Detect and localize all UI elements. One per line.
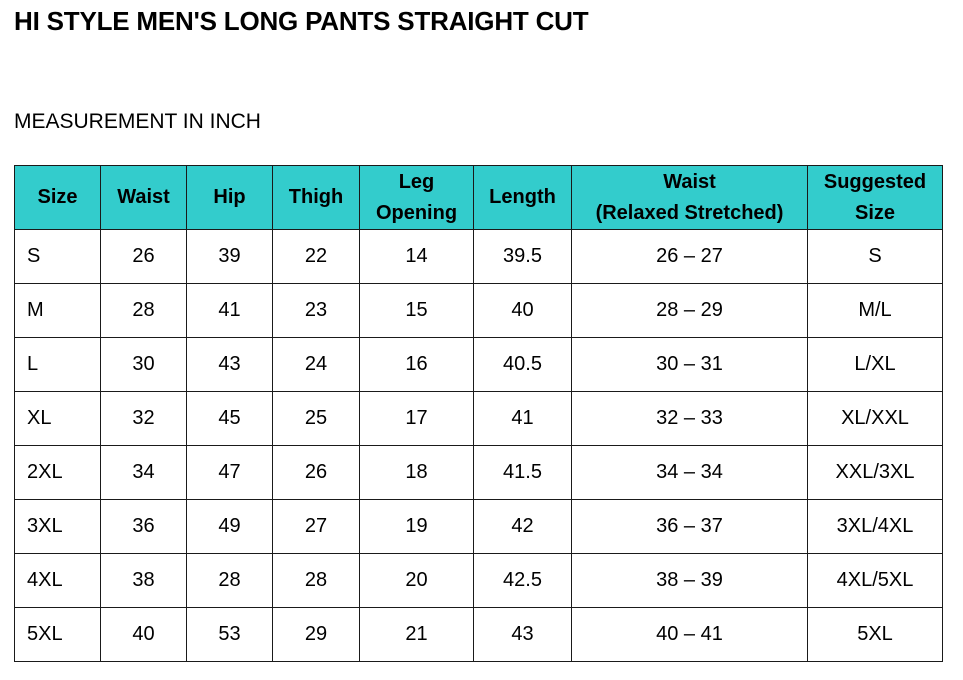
cell-waist-relaxed-stretched: 28 – 29: [571, 283, 808, 338]
cell-thigh: 25: [272, 391, 360, 446]
cell-waist: 34: [100, 445, 187, 500]
table-row: XL 32 45 25 17 41 32 – 33 XL/XXL: [14, 391, 943, 446]
header-line: Size: [37, 186, 78, 208]
cell-waist: 26: [100, 229, 187, 284]
cell-suggested-size: XXL/3XL: [807, 445, 943, 500]
header-line: Size: [854, 201, 896, 224]
cell-size: M: [14, 283, 101, 338]
cell-suggested-size: XL/XXL: [807, 391, 943, 446]
header-length: Length: [473, 165, 572, 230]
header-thigh: Thigh: [272, 165, 360, 230]
header-hip: Hip: [186, 165, 273, 230]
cell-suggested-size: L/XL: [807, 337, 943, 392]
table-row: S 26 39 22 14 39.5 26 – 27 S: [14, 229, 943, 284]
cell-waist: 30: [100, 337, 187, 392]
cell-size: L: [14, 337, 101, 392]
header-waist-relaxed-stretched: Waist (Relaxed Stretched): [571, 165, 808, 230]
cell-hip: 49: [186, 499, 273, 554]
cell-leg-opening: 17: [359, 391, 474, 446]
cell-thigh: 29: [272, 607, 360, 662]
cell-hip: 43: [186, 337, 273, 392]
cell-leg-opening: 18: [359, 445, 474, 500]
cell-waist: 32: [100, 391, 187, 446]
cell-length: 39.5: [473, 229, 572, 284]
cell-size: 4XL: [14, 553, 101, 608]
cell-waist: 38: [100, 553, 187, 608]
cell-thigh: 28: [272, 553, 360, 608]
size-chart-table: Size Waist Hip Thigh Leg Opening Length W…: [14, 165, 943, 662]
header-line: Opening: [375, 201, 458, 224]
cell-waist: 36: [100, 499, 187, 554]
cell-hip: 47: [186, 445, 273, 500]
header-line: Waist: [117, 186, 170, 208]
table-row: L 30 43 24 16 40.5 30 – 31 L/XL: [14, 337, 943, 392]
cell-waist-relaxed-stretched: 30 – 31: [571, 337, 808, 392]
header-line: Length: [489, 186, 556, 208]
cell-waist-relaxed-stretched: 34 – 34: [571, 445, 808, 500]
cell-waist: 40: [100, 607, 187, 662]
header-suggested-size: Suggested Size: [807, 165, 943, 230]
cell-hip: 41: [186, 283, 273, 338]
header-size: Size: [14, 165, 101, 230]
cell-leg-opening: 15: [359, 283, 474, 338]
cell-waist-relaxed-stretched: 38 – 39: [571, 553, 808, 608]
cell-hip: 53: [186, 607, 273, 662]
cell-size: XL: [14, 391, 101, 446]
cell-size: S: [14, 229, 101, 284]
cell-hip: 45: [186, 391, 273, 446]
cell-suggested-size: 3XL/4XL: [807, 499, 943, 554]
cell-leg-opening: 21: [359, 607, 474, 662]
header-leg-opening: Leg Opening: [359, 165, 474, 230]
cell-waist-relaxed-stretched: 40 – 41: [571, 607, 808, 662]
cell-thigh: 27: [272, 499, 360, 554]
table-row: 4XL 38 28 28 20 42.5 38 – 39 4XL/5XL: [14, 553, 943, 608]
cell-size: 3XL: [14, 499, 101, 554]
cell-length: 41.5: [473, 445, 572, 500]
cell-length: 40.5: [473, 337, 572, 392]
cell-waist-relaxed-stretched: 36 – 37: [571, 499, 808, 554]
header-line: (Relaxed Stretched): [595, 201, 784, 224]
cell-thigh: 23: [272, 283, 360, 338]
table-body: S 26 39 22 14 39.5 26 – 27 S M 28 41 23 15 40 28 – 29 M…: [14, 229, 943, 662]
cell-size: 2XL: [14, 445, 101, 500]
page-title: HI STYLE MEN'S LONG PANTS STRAIGHT CUT: [14, 6, 589, 36]
cell-length: 42: [473, 499, 572, 554]
table-row: 2XL 34 47 26 18 41.5 34 – 34 XXL/3XL: [14, 445, 943, 500]
cell-leg-opening: 20: [359, 553, 474, 608]
cell-thigh: 26: [272, 445, 360, 500]
header-line: Thigh: [288, 186, 344, 208]
header-waist: Waist: [100, 165, 187, 230]
cell-length: 42.5: [473, 553, 572, 608]
cell-waist-relaxed-stretched: 32 – 33: [571, 391, 808, 446]
header-line: Hip: [213, 186, 246, 208]
cell-leg-opening: 19: [359, 499, 474, 554]
header-line: Leg: [398, 170, 435, 193]
cell-waist-relaxed-stretched: 26 – 27: [571, 229, 808, 284]
cell-hip: 39: [186, 229, 273, 284]
header-line: Waist: [663, 170, 716, 193]
table-header-row: Size Waist Hip Thigh Leg Opening Length W…: [14, 165, 943, 230]
header-line: Suggested: [823, 170, 927, 193]
cell-leg-opening: 16: [359, 337, 474, 392]
cell-length: 40: [473, 283, 572, 338]
cell-size: 5XL: [14, 607, 101, 662]
table-row: 3XL 36 49 27 19 42 36 – 37 3XL/4XL: [14, 499, 943, 554]
cell-suggested-size: 4XL/5XL: [807, 553, 943, 608]
cell-length: 41: [473, 391, 572, 446]
cell-suggested-size: M/L: [807, 283, 943, 338]
cell-waist: 28: [100, 283, 187, 338]
cell-thigh: 24: [272, 337, 360, 392]
cell-hip: 28: [186, 553, 273, 608]
table-row: 5XL 40 53 29 21 43 40 – 41 5XL: [14, 607, 943, 662]
measurement-unit-label: MEASUREMENT IN INCH: [14, 110, 261, 133]
cell-leg-opening: 14: [359, 229, 474, 284]
cell-suggested-size: 5XL: [807, 607, 943, 662]
cell-length: 43: [473, 607, 572, 662]
table-row: M 28 41 23 15 40 28 – 29 M/L: [14, 283, 943, 338]
cell-suggested-size: S: [807, 229, 943, 284]
cell-thigh: 22: [272, 229, 360, 284]
